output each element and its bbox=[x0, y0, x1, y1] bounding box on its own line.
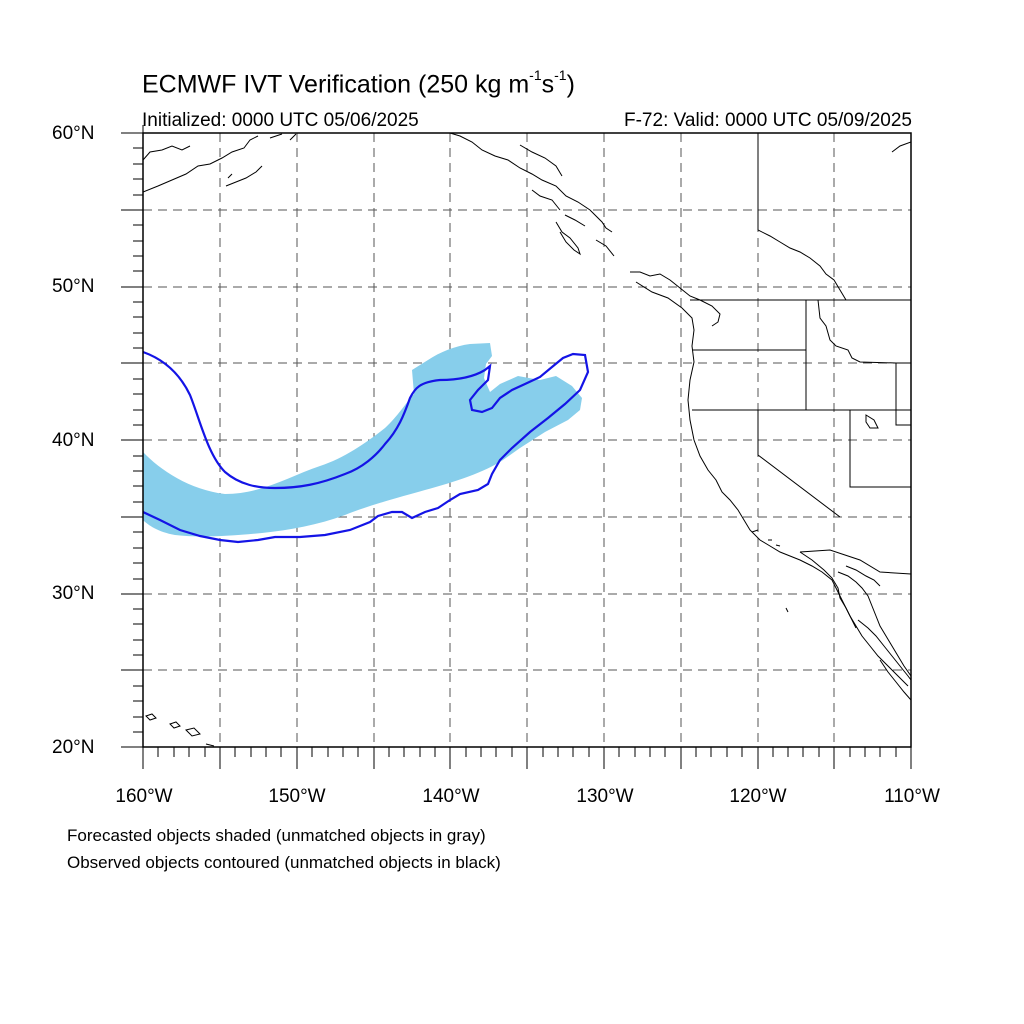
lon-label-140w: 140°W bbox=[422, 786, 480, 807]
lon-label-160w: 160°W bbox=[115, 786, 173, 807]
lat-label-60n: 60°N bbox=[52, 123, 95, 144]
lon-label-110w: 110°W bbox=[884, 786, 940, 807]
lon-label-120w: 120°W bbox=[729, 786, 787, 807]
legend-observed: Observed objects contoured (unmatched ob… bbox=[67, 853, 501, 872]
axis-ticks bbox=[121, 125, 912, 769]
initialized-label: Initialized: 0000 UTC 05/06/2025 bbox=[142, 110, 419, 131]
coastlines bbox=[143, 133, 911, 747]
forecast-object-shade bbox=[143, 343, 582, 537]
lon-label-130w: 130°W bbox=[576, 786, 634, 807]
observed-object-contour bbox=[143, 350, 590, 544]
lon-label-150w: 150°W bbox=[268, 786, 326, 807]
legend-forecast: Forecasted objects shaded (unmatched obj… bbox=[67, 826, 486, 845]
lat-label-30n: 30°N bbox=[52, 583, 95, 604]
chart-title: ECMWF IVT Verification (250 kg m-1s-1) bbox=[142, 67, 575, 99]
lat-label-40n: 40°N bbox=[52, 430, 95, 451]
lat-label-20n: 20°N bbox=[52, 737, 95, 758]
valid-time-label: F-72: Valid: 0000 UTC 05/09/2025 bbox=[624, 110, 912, 131]
lat-label-50n: 50°N bbox=[52, 276, 95, 297]
